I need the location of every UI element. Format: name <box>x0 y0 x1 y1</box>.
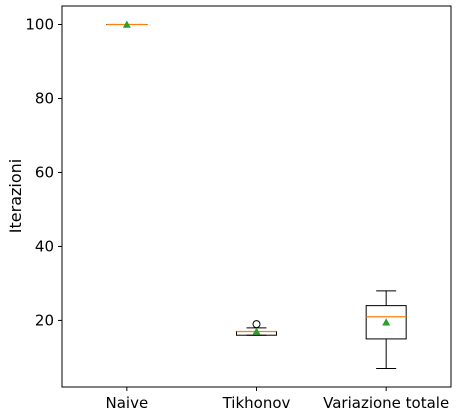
x-axis: Naive Tikhonov Variazione totale <box>105 387 449 412</box>
mean-marker <box>252 327 261 335</box>
y-tick-label: 80 <box>35 89 54 107</box>
boxes <box>106 20 407 370</box>
box-naive <box>106 20 148 28</box>
x-tick-label: Tikhonov <box>222 394 291 412</box>
x-tick-label: Variazione totale <box>323 394 449 412</box>
box-variazione-totale <box>365 290 407 370</box>
box-iqr <box>365 305 407 340</box>
y-tick-label: 60 <box>35 163 54 181</box>
y-tick-label: 40 <box>35 237 54 255</box>
mean-marker <box>382 318 391 326</box>
mean-marker <box>122 20 131 28</box>
x-tick-label: Naive <box>105 394 148 412</box>
y-tick-label: 100 <box>25 15 54 33</box>
box-tikhonov <box>236 320 277 336</box>
y-tick-label: 20 <box>35 311 54 329</box>
y-axis-label: Iterazioni <box>6 159 25 233</box>
y-axis: 20 40 60 80 100 <box>25 15 62 329</box>
